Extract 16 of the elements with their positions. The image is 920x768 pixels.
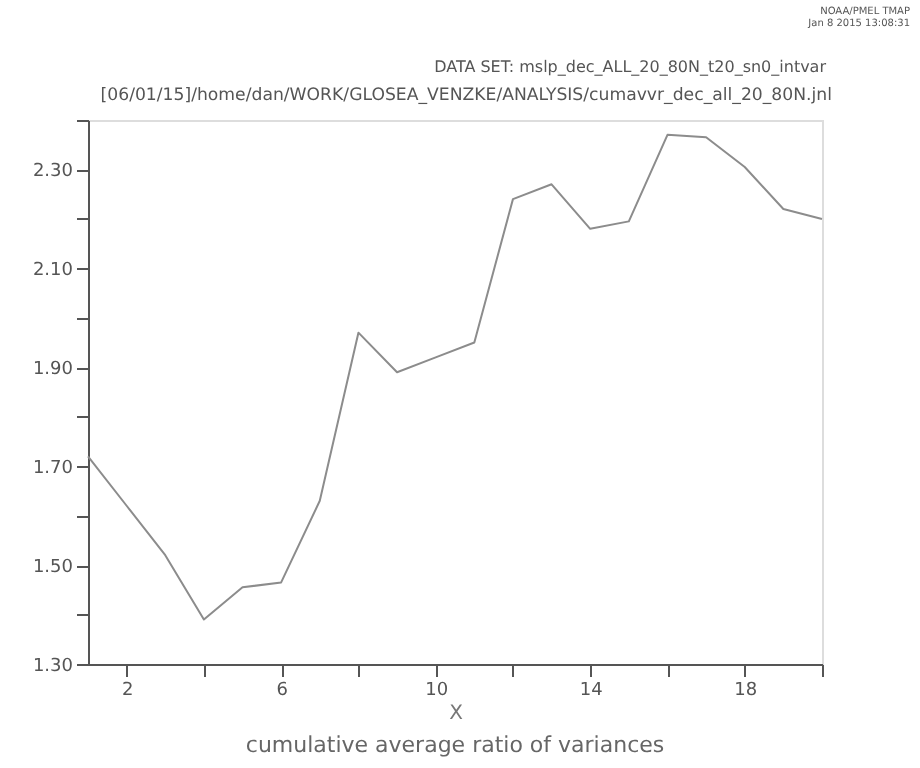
y-tick-label: 2.10	[32, 261, 74, 282]
y-tick-label: 2.30	[32, 162, 74, 183]
chart-title: [06/01/15]/home/dan/WORK/GLOSEA_VENZKE/ANALYSIS/cumavvr_dec_all_20_80N.jnl	[100, 86, 832, 106]
x-tick-label: 14	[579, 681, 604, 701]
y-tick-label: 1.70	[32, 459, 74, 480]
x-tick-label: 18	[734, 681, 758, 701]
y-tick-label: 1.50	[32, 558, 74, 579]
text: cumulative average ratio of variances	[245, 732, 665, 758]
line-series	[87, 133, 823, 621]
x-axis-title: X	[449, 703, 464, 725]
x-tick-label: 6	[276, 681, 289, 701]
x-tick-label: 2	[121, 681, 134, 701]
chart-subtitle: DATA SET: mslp_dec_ALL_20_80N_t20_sn0_intvar	[434, 58, 828, 76]
y-tick-label: 1.30	[32, 657, 74, 677]
x-tick-label: 10	[425, 681, 449, 701]
y-tick-label: 1.90	[32, 360, 74, 381]
